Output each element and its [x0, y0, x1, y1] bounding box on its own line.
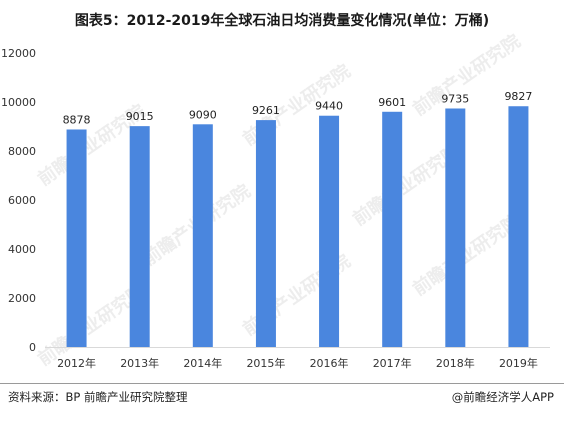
y-tick-label: 6000: [8, 194, 36, 207]
x-tick-label: 2017年: [373, 356, 412, 370]
chart-title: 图表5：2012-2019年全球石油日均消费量变化情况(单位：万桶): [74, 13, 490, 29]
x-tick-label: 2013年: [120, 356, 159, 370]
x-tick-label: 2018年: [436, 356, 475, 370]
x-tick-label: 2015年: [246, 356, 285, 370]
y-tick-label: 4000: [8, 243, 36, 256]
bar-value-label: 9015: [126, 110, 154, 123]
y-axis-ticks: 0 2000 4000 6000 8000 10000 12000: [1, 47, 36, 354]
credit-text: @前瞻经济学人APP: [451, 390, 554, 404]
y-tick-label: 12000: [1, 47, 36, 60]
bar: [255, 120, 276, 347]
bar-value-label: 8878: [63, 113, 91, 126]
footer-divider: [0, 383, 564, 384]
data-labels: 8878 9015 9090 9261 9440 9601 9735 9827: [63, 90, 533, 126]
bar: [445, 108, 466, 348]
bar-value-label: 9090: [189, 108, 217, 121]
bar-value-label: 9440: [315, 100, 343, 113]
x-tick-label: 2019年: [499, 356, 538, 370]
x-tick-label: 2012年: [57, 356, 96, 370]
y-tick-label: 8000: [8, 145, 36, 158]
bar: [66, 129, 87, 347]
x-tick-label: 2016年: [310, 356, 349, 370]
bar: [129, 126, 150, 347]
y-tick-label: 10000: [1, 96, 36, 109]
bar-value-label: 9261: [252, 104, 280, 117]
bar-value-label: 9827: [504, 90, 532, 103]
bar-value-label: 9601: [378, 96, 406, 109]
bar: [319, 115, 340, 347]
x-axis-ticks: 2012年 2013年 2014年 2015年 2016年 2017年 2018年 2019年: [57, 356, 538, 370]
watermark-text: 前瞻产业研究院: [409, 210, 525, 300]
bar: [382, 111, 403, 347]
x-tick-label: 2014年: [183, 356, 222, 370]
bar: [192, 124, 213, 347]
bar-value-label: 9735: [441, 92, 469, 105]
credit-note: @前瞻经济学人APP: [452, 389, 554, 405]
bar-series: [66, 106, 529, 348]
y-tick-label: 0: [29, 341, 36, 354]
source-note: 资料来源：BP 前瞻产业研究院整理: [8, 390, 188, 404]
bar: [508, 106, 529, 348]
watermark-text: 前瞻产业研究院: [409, 30, 525, 120]
y-tick-label: 2000: [8, 292, 36, 305]
